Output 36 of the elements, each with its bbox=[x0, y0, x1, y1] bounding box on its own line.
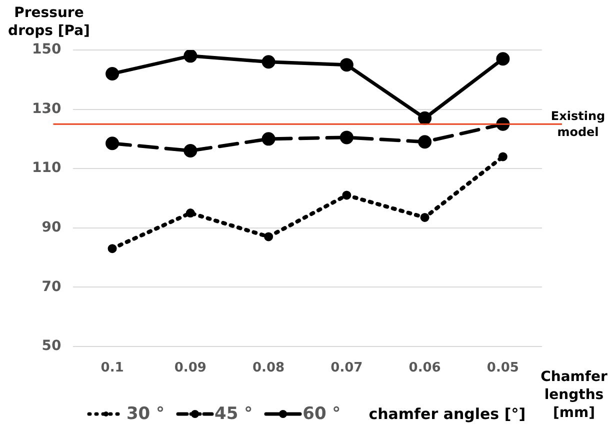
y-tick-label: 50 bbox=[42, 338, 62, 354]
point bbox=[106, 66, 120, 80]
x-axis-title: Chamfer lengths [mm] bbox=[540, 368, 608, 422]
point bbox=[262, 55, 276, 69]
y-tick-label: 150 bbox=[32, 42, 62, 58]
point bbox=[184, 50, 198, 63]
point bbox=[340, 130, 354, 144]
point bbox=[498, 152, 508, 162]
y-tick-label: 110 bbox=[32, 160, 62, 176]
y-tick-label: 70 bbox=[42, 278, 62, 295]
point bbox=[496, 52, 510, 66]
legend-title: chamfer angles [°] bbox=[368, 405, 526, 423]
x-tick-label: 0.06 bbox=[408, 360, 441, 376]
point bbox=[106, 136, 120, 150]
point bbox=[264, 232, 274, 242]
point bbox=[108, 244, 117, 254]
y-tick-label: 130 bbox=[32, 100, 62, 117]
y-tick-label: 90 bbox=[42, 219, 62, 236]
legend-label: 60 ° bbox=[302, 404, 341, 424]
x-tick-label: 0.1 bbox=[100, 360, 124, 376]
legend-label: 30 ° bbox=[126, 404, 165, 424]
point bbox=[418, 135, 432, 149]
x-tick-label: 0.09 bbox=[174, 360, 206, 376]
x-tick-label: 0.05 bbox=[486, 360, 519, 376]
point bbox=[420, 212, 430, 222]
point bbox=[262, 132, 276, 146]
point bbox=[418, 111, 432, 125]
point bbox=[340, 58, 354, 72]
point bbox=[186, 208, 195, 218]
point bbox=[342, 190, 352, 200]
legend-label: 45 ° bbox=[214, 404, 253, 424]
x-tick-label: 0.07 bbox=[330, 360, 363, 376]
point bbox=[184, 144, 198, 158]
x-tick-label: 0.08 bbox=[252, 360, 285, 376]
ref-line-label: Existing model bbox=[550, 108, 606, 140]
y-axis-title: Pressure drops [Pa] bbox=[7, 4, 91, 40]
